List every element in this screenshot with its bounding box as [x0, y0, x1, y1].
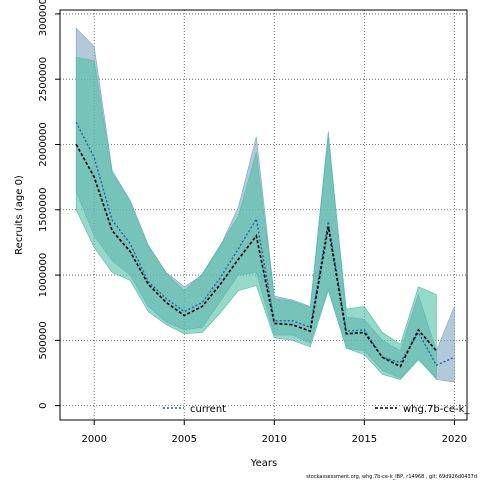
x-axis-title: Years: [250, 458, 277, 469]
confidence-band-1: [75, 27, 455, 383]
y-tick-label: 2000000: [38, 122, 49, 167]
confidence-band-2: [75, 56, 437, 380]
footer-credit: stockassessment.org, whg.7b-ce-k_IBP, r1…: [306, 474, 477, 480]
y-axis-title: Recruits (age 0): [14, 175, 25, 255]
plot-frame: [59, 9, 468, 421]
x-tick-label: 2000: [81, 434, 106, 445]
series-lines: [75, 122, 455, 368]
x-tick-label: 2005: [172, 434, 197, 445]
x-axis-ticks: 2000 2005 2010 2015 2020: [81, 420, 467, 445]
grid: [60, 10, 467, 420]
y-tick-label: 3000000: [38, 0, 49, 36]
y-axis-ticks: 0 500000 1000000 1500000 2000000 2500000 30000…: [38, 0, 60, 409]
x-tick-label: 2015: [352, 434, 377, 445]
confidence-bands: [75, 27, 455, 383]
legend-label: current: [190, 404, 226, 415]
series-line-2: [75, 144, 438, 368]
y-tick-label: 0: [38, 402, 49, 408]
y-tick-label: 2500000: [38, 57, 49, 102]
x-tick-label: 2010: [262, 434, 287, 445]
y-tick-label: 1500000: [38, 188, 49, 233]
legend-label: whg.7b-ce-k_: [403, 404, 470, 415]
x-tick-label: 2020: [442, 434, 467, 445]
legend: current whg.7b-ce-k_: [163, 404, 470, 415]
y-tick-label: 1000000: [38, 253, 49, 298]
y-tick-label: 500000: [38, 321, 49, 359]
